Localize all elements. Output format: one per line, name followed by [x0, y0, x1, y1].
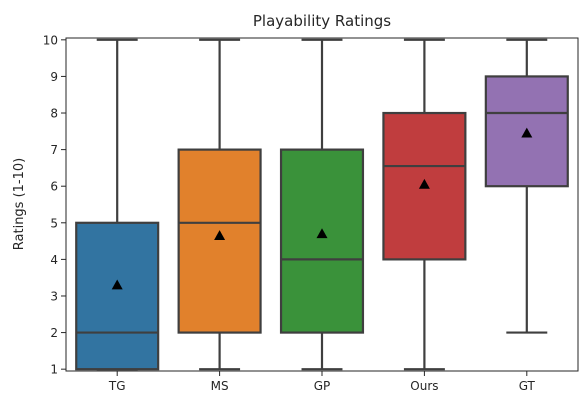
mean-marker-gt — [521, 127, 533, 138]
axes: TG MS GP Ours GT 1 2 3 4 5 6 7 8 9 10 — [43, 33, 579, 393]
chart-title: Playability Ratings — [253, 12, 391, 30]
box-gp — [279, 148, 365, 334]
box-ms — [177, 148, 262, 334]
mean-marker-gp — [316, 228, 328, 239]
y-tick-label-6: 6 — [50, 180, 58, 194]
x-tick-label-ours: Ours — [410, 379, 438, 393]
x-tick-label-tg: TG — [108, 379, 126, 393]
mean-marker-ours — [418, 178, 430, 189]
box-group-tg — [75, 38, 160, 371]
x-tick-label-ms: MS — [211, 379, 229, 393]
box-group-ms — [177, 38, 262, 371]
plot-frame — [65, 37, 579, 372]
box-group-gt — [484, 38, 569, 334]
x-tick-label-gp: GP — [314, 379, 331, 393]
box-group-gp — [279, 38, 365, 371]
y-axis-title: Ratings (1-10) — [12, 158, 27, 250]
x-tick-label-gt: GT — [519, 379, 536, 393]
y-tick-label-7: 7 — [50, 143, 58, 157]
y-tick-label-1: 1 — [50, 363, 58, 377]
y-tick-label-4: 4 — [50, 253, 58, 267]
mean-marker-ms — [214, 230, 226, 241]
y-tick-label-5: 5 — [50, 216, 58, 230]
plot-area — [75, 38, 569, 371]
y-tick-label-10: 10 — [43, 33, 58, 47]
mean-marker-tg — [111, 279, 123, 290]
box-group-ours — [382, 38, 467, 371]
y-tick-label-2: 2 — [50, 326, 58, 340]
box-tg — [75, 221, 160, 371]
y-tick-label-3: 3 — [50, 289, 58, 303]
y-tick-label-9: 9 — [50, 70, 58, 84]
y-tick-label-8: 8 — [50, 107, 58, 121]
box-ours — [382, 111, 467, 261]
